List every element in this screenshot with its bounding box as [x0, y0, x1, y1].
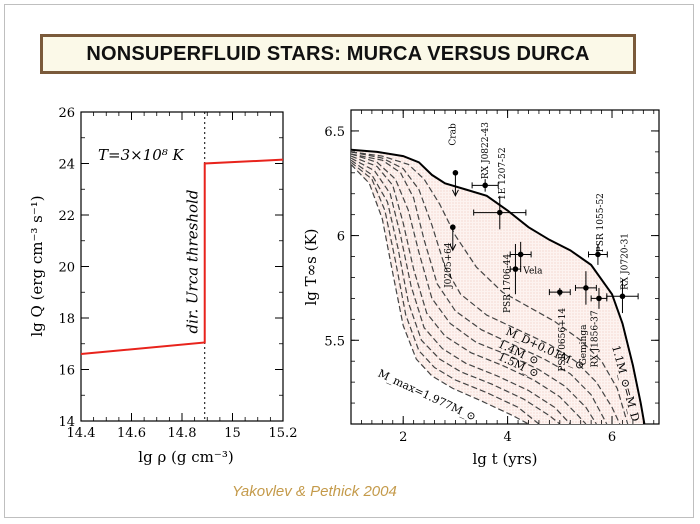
- y-tick-label: 16: [58, 364, 75, 379]
- y-tick-label: 6.5: [324, 125, 345, 140]
- x-tick-label: 6: [608, 430, 616, 445]
- observation-label: Crab: [448, 123, 458, 146]
- data-point: [512, 266, 519, 272]
- threshold-label: dir. Urca threshold: [184, 190, 202, 334]
- right-y-axis-label: lg T∞s (K): [302, 228, 320, 305]
- x-tick-label: 14.8: [168, 426, 197, 441]
- observation-label: 1E 1207-52: [498, 147, 508, 200]
- emissivity-chart: 14.4 14.6 14.8 15 15.2 14 16 18 20 22 24 26 T=3×10⁸…: [28, 106, 297, 466]
- cooling-curve-dashed: [350, 151, 621, 425]
- observation-label: Geminga: [579, 324, 589, 365]
- observation-point: [574, 271, 597, 305]
- x-tick-label: 14.6: [117, 426, 146, 441]
- observation-point: [588, 243, 608, 265]
- data-point: [596, 295, 602, 302]
- cooling-curve-dashed: [350, 155, 587, 425]
- observation-label: RX J0720-31: [621, 233, 631, 290]
- observation-label: Vela: [522, 266, 543, 276]
- arrow-head: [451, 189, 459, 197]
- observation-point: [606, 279, 639, 314]
- arrow-head: [449, 244, 457, 252]
- left-y-axis-label: lg Q (erg cm⁻³ s⁻¹): [28, 195, 46, 336]
- y-tick-label: 20: [58, 261, 75, 276]
- cooling-curves-dashed: [350, 151, 629, 425]
- emissivity-curve: [80, 158, 284, 356]
- cooling-curve-dashed: [350, 153, 597, 425]
- y-tick-label: 18: [58, 312, 75, 327]
- cooling-curve-dashed: [350, 159, 561, 425]
- x-tick-label: 15: [224, 426, 241, 441]
- right-tick-marks: [350, 109, 659, 425]
- data-point: [449, 224, 456, 231]
- y-tick-label: 24: [58, 158, 75, 173]
- cooling-curve-dashed: [350, 163, 529, 425]
- cooling-curves-chart: 2 4 6 5.5 6 6.5 Crab RX J0822-43 1E 1207-52 J020…: [302, 109, 660, 468]
- observation-point: [473, 195, 527, 230]
- observation-point: [509, 241, 532, 267]
- observations: [449, 170, 639, 314]
- data-point: [452, 170, 459, 176]
- x-tick-label: 2: [399, 430, 407, 445]
- data-point: [517, 251, 524, 258]
- left-x-axis-label: lg ρ (g cm⁻³): [138, 448, 233, 466]
- x-tick-label: 4: [503, 430, 511, 445]
- left-tick-labels: 14.4 14.6 14.8 15 15.2 14 16 18 20 22 24 26: [58, 106, 297, 441]
- data-point: [583, 285, 589, 291]
- observation-label: PSR 0656+14: [558, 308, 568, 372]
- x-tick-label: 15.2: [269, 426, 298, 441]
- observation-point: [451, 170, 459, 197]
- observation-point: [509, 243, 522, 295]
- data-point: [496, 209, 503, 216]
- slide-title: NONSUPERFLUID STARS: MURCA VERSUS DURCA: [40, 34, 636, 74]
- y-tick-label: 6: [337, 230, 345, 245]
- observation-label: PSR 1055-52: [596, 193, 606, 252]
- citation-credit: Yakovlev & Pethick 2004: [232, 483, 397, 500]
- y-tick-label: 5.5: [324, 334, 345, 349]
- slide-frame: [4, 4, 694, 518]
- cooling-curve-dashed: [350, 161, 540, 425]
- observation-point: [449, 224, 457, 252]
- data-point: [619, 293, 626, 300]
- cooling-curve-dashed: [350, 157, 571, 425]
- y-tick-label: 22: [58, 209, 75, 224]
- y-tick-label: 26: [58, 106, 75, 121]
- observation-label: RX J1856-37: [590, 310, 600, 367]
- data-point: [482, 182, 488, 189]
- x-tick-label: 14.4: [67, 426, 96, 441]
- cooling-curve-1.1Msun: [350, 148, 646, 425]
- right-x-axis-label: lg t (yrs): [472, 450, 537, 468]
- observation-label: PSR 1706-44: [503, 254, 513, 314]
- cooling-curve-dashed: [350, 151, 629, 425]
- observation-point: [471, 179, 499, 192]
- data-point: [595, 251, 601, 258]
- temperature-annotation: T=3×10⁸ K: [98, 146, 185, 164]
- observation-label: RX J0822-43: [481, 122, 491, 179]
- cooling-curve-dashed: [350, 153, 608, 425]
- y-tick-label: 14: [58, 415, 75, 430]
- right-tick-labels: 2 4 6 5.5 6 6.5: [324, 125, 616, 445]
- observation-point: [548, 287, 571, 297]
- left-tick-marks: [80, 111, 284, 422]
- data-point: [557, 289, 563, 295]
- observation-label: J0205+64: [444, 242, 454, 289]
